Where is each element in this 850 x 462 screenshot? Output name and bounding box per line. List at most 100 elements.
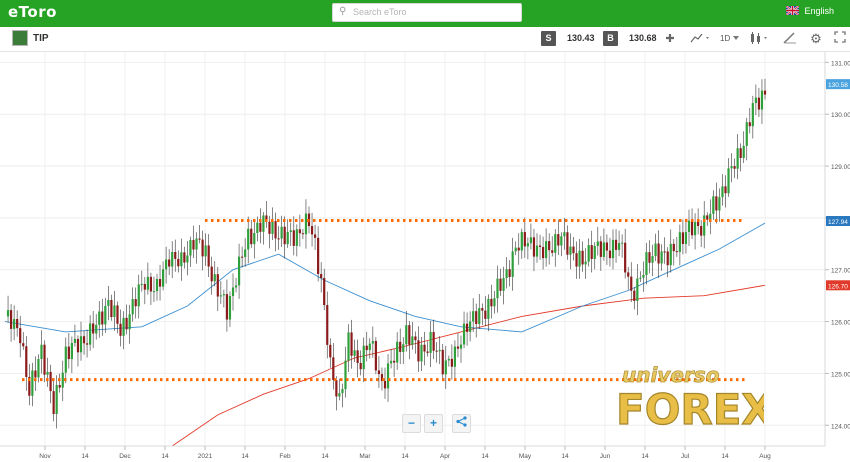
candle-body — [237, 256, 241, 286]
candle-body — [85, 343, 89, 345]
candle-body — [204, 245, 207, 257]
candle-body — [268, 221, 271, 234]
settings-icon[interactable]: ⚙ — [810, 31, 822, 46]
candle-body — [529, 237, 533, 244]
candle-body — [256, 222, 259, 233]
candle-body — [703, 215, 706, 236]
timeframe-dropdown[interactable]: 1D — [718, 31, 744, 47]
candle-body — [551, 250, 554, 253]
candle-body — [633, 290, 636, 301]
line-chart-icon[interactable] — [688, 31, 714, 47]
candle-body — [456, 346, 460, 349]
x-tick-label: Nov — [39, 453, 51, 460]
candle-body — [359, 362, 362, 370]
candle-body — [143, 283, 146, 290]
candle-body — [189, 240, 192, 256]
candle-body — [462, 323, 466, 345]
candle-body — [569, 246, 572, 255]
candle-body — [508, 269, 511, 277]
zoom-in-button[interactable]: + — [424, 414, 443, 433]
search-input[interactable] — [353, 5, 513, 19]
candle-body — [295, 229, 298, 246]
sell-button[interactable]: S — [541, 31, 556, 46]
x-tick-label: 14 — [161, 453, 169, 460]
candle-body — [317, 237, 320, 275]
candle-body — [301, 233, 305, 235]
candle-body — [292, 230, 295, 246]
y-tick-label: 124.00 — [831, 423, 850, 430]
candle-body — [335, 380, 338, 397]
candlestick-icon[interactable] — [748, 31, 772, 47]
candle-body — [329, 344, 332, 358]
candle-body — [697, 222, 700, 227]
candle-body — [435, 350, 438, 352]
search-box[interactable]: ⚲ — [332, 3, 522, 22]
candle-body — [393, 360, 396, 363]
candle-body — [718, 197, 721, 211]
candle-body — [611, 239, 615, 259]
candle-body — [465, 323, 469, 332]
y-tick-label: 126.00 — [831, 320, 850, 327]
candle-body — [341, 389, 344, 394]
timeframe-label: 1D — [720, 34, 731, 43]
candle-body — [43, 344, 46, 375]
x-tick-label: 14 — [641, 453, 649, 460]
candle-body — [660, 251, 663, 264]
candle-body — [472, 311, 475, 322]
candle-body — [338, 393, 341, 397]
zoom-out-button[interactable]: − — [402, 414, 421, 433]
candle-body — [648, 252, 651, 263]
sell-price[interactable]: 130.43 — [567, 33, 595, 43]
candle-body — [754, 97, 757, 104]
candle-series — [6, 78, 767, 429]
buy-button[interactable]: B — [603, 31, 618, 46]
price-tag-label: 127.94 — [828, 219, 848, 226]
candle-body — [101, 311, 104, 325]
etoro-logo[interactable]: eToro — [8, 3, 57, 21]
top-bar: eToro ⚲ English — [0, 0, 850, 27]
fullscreen-icon[interactable] — [830, 31, 850, 47]
candle-body — [73, 338, 77, 343]
candle-body — [642, 274, 645, 278]
price-chart[interactable]: 131.00130.00129.00128.00127.00126.00125.… — [0, 52, 850, 462]
candle-body — [277, 238, 280, 240]
candle-body — [134, 299, 137, 307]
price-tags: 130.58 127.94 126.70 — [826, 79, 850, 291]
x-tick-label: Feb — [279, 453, 291, 460]
x-tick-label: 14 — [721, 453, 729, 460]
ma-short-line — [4, 222, 766, 333]
candle-body — [225, 294, 229, 320]
candle-body — [575, 253, 578, 267]
buy-price[interactable]: 130.68 — [629, 33, 657, 43]
language-selector[interactable]: English — [786, 6, 834, 16]
draw-icon[interactable] — [780, 31, 800, 47]
candle-body — [137, 284, 140, 307]
candle-body — [417, 340, 420, 362]
candle-body — [125, 317, 128, 330]
candle-body — [657, 243, 660, 264]
candle-body — [587, 245, 590, 262]
candle-body — [621, 242, 624, 244]
share-button[interactable] — [452, 414, 471, 433]
candle-body — [396, 341, 399, 363]
candle-body — [13, 318, 16, 329]
candle-body — [198, 238, 201, 240]
candle-body — [727, 168, 730, 194]
y-tick-label: 127.00 — [831, 268, 850, 275]
candle-body — [566, 232, 569, 255]
price-tag-label: 126.70 — [828, 283, 848, 290]
candle-body — [28, 376, 31, 396]
crosshair-icon[interactable]: ✚ — [665, 33, 675, 45]
candle-body — [608, 250, 612, 259]
candle-body — [244, 249, 247, 258]
candle-body — [733, 166, 736, 169]
candle-body — [186, 255, 189, 263]
candle-body — [298, 229, 301, 234]
candle-body — [122, 317, 125, 336]
price-tag-bg — [826, 79, 850, 90]
candle-body — [669, 243, 672, 266]
candle-body — [95, 324, 98, 334]
candle-body — [590, 245, 593, 259]
candle-body — [405, 325, 408, 345]
x-tick-label: 14 — [241, 453, 249, 460]
